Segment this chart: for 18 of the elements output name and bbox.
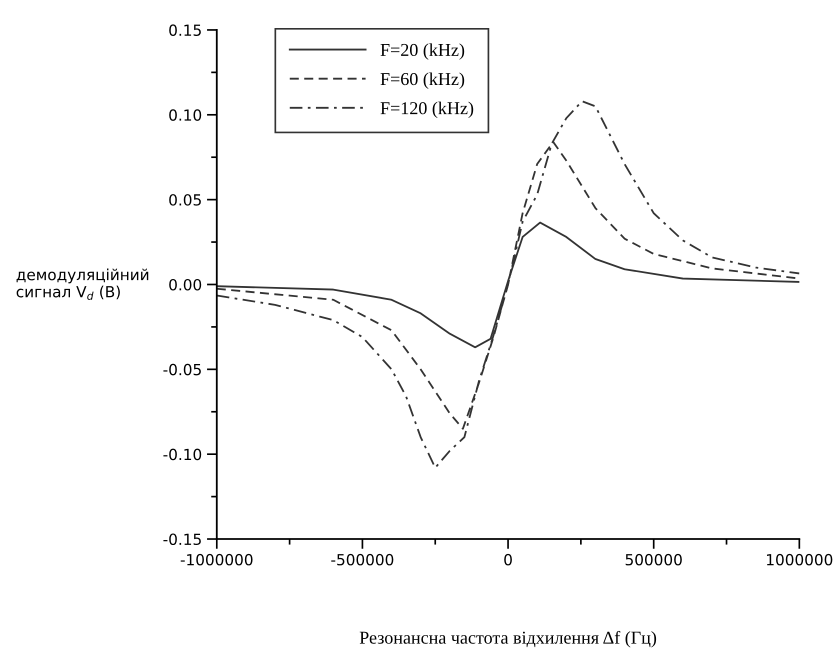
y-tick-label: -0.10	[163, 448, 202, 460]
y-tick-label: 0.05	[169, 194, 201, 206]
legend-label: F=120 (kHz)	[380, 102, 474, 118]
x-tick-label: 500000	[626, 554, 682, 566]
legend-label: F=20 (kHz)	[380, 43, 464, 60]
x-tick-label: 0	[504, 554, 512, 566]
y-tick-label: -0.05	[163, 364, 201, 376]
line-series	[216, 100, 800, 469]
y-tick-label: 0.15	[169, 24, 201, 36]
x-tick-label: 1000000	[766, 554, 832, 566]
y-tick-label: 0.10	[169, 109, 202, 121]
x-tick-label: -1000000	[180, 554, 253, 566]
y-tick-label: -0.15	[163, 533, 201, 546]
y-axis-title: демодуляційний сигнал V$_{d}$ (B)	[16, 268, 148, 300]
y-tick-label: 0.00	[169, 278, 202, 291]
legend-label: F=60 (kHz)	[380, 72, 464, 89]
x-axis-title: Резонансна частота відхилення Δf (Гц)	[360, 630, 656, 648]
x-tick-label: -500000	[331, 554, 394, 566]
